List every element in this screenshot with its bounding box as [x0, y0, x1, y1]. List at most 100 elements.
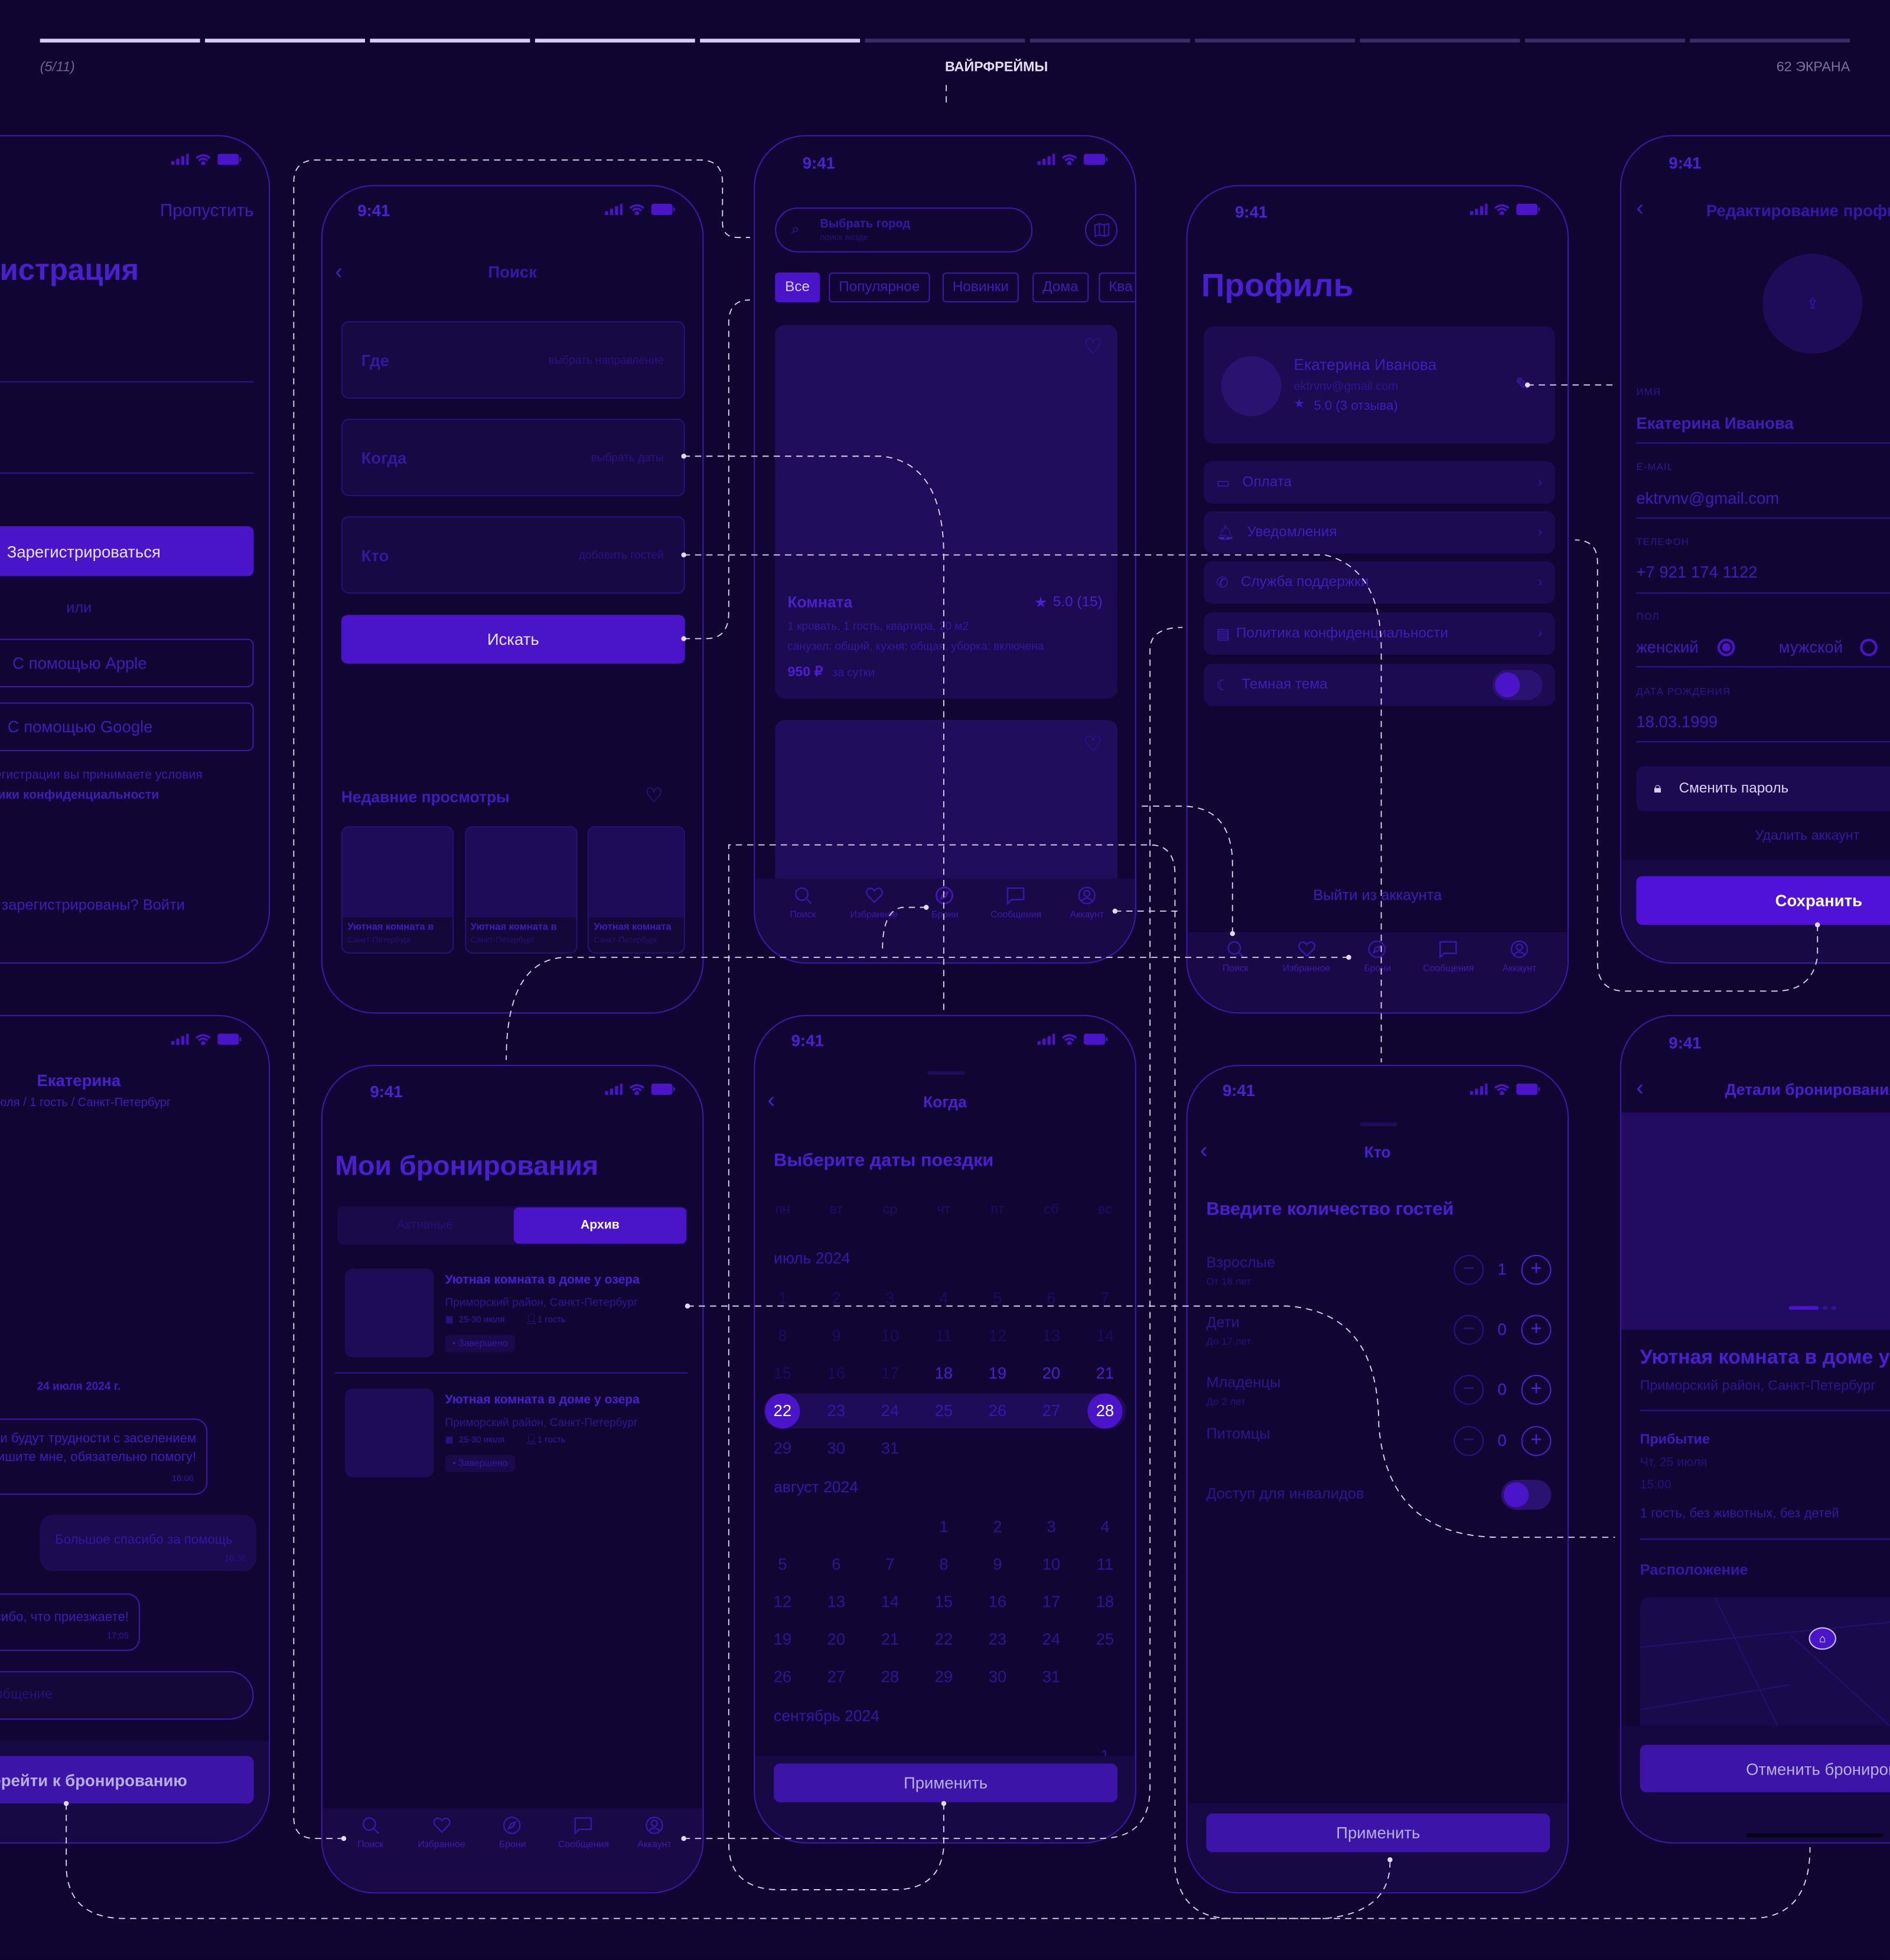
calendar-day[interactable]: 23	[988, 1629, 1007, 1649]
where-field[interactable]: Где выбрать направление	[341, 321, 685, 399]
plus-button[interactable]: +	[1521, 1254, 1552, 1285]
calendar-day[interactable]: 9	[832, 1326, 841, 1345]
radio-male[interactable]	[1860, 638, 1878, 657]
email-input[interactable]: ektrvnv@gmail.com	[1636, 488, 1780, 508]
minus-button[interactable]: −	[1454, 1375, 1484, 1405]
calendar-day[interactable]: 9	[993, 1554, 1002, 1574]
nav-item-compass[interactable]: Брони	[480, 1816, 545, 1892]
radio-female[interactable]	[1717, 638, 1735, 657]
minus-button[interactable]: −	[1454, 1315, 1484, 1345]
nav-item-search[interactable]: Поиск	[1203, 940, 1268, 1013]
birth-input[interactable]: 18.03.1999	[1636, 712, 1718, 732]
calendar-day[interactable]: 16	[827, 1363, 846, 1382]
nav-item-heart[interactable]: Избранное	[409, 1816, 474, 1892]
back-icon[interactable]: ‹	[1636, 1075, 1644, 1100]
search-button[interactable]: Искать	[341, 615, 685, 664]
calendar-day[interactable]: 27	[1042, 1401, 1061, 1420]
register-button[interactable]: Зарегистрироваться	[0, 526, 254, 576]
calendar-day[interactable]: 22	[934, 1629, 953, 1649]
calendar-day-selected[interactable]: 22	[765, 1393, 800, 1429]
calendar-day[interactable]: 11	[935, 1326, 953, 1345]
calendar-day[interactable]: 14	[1096, 1326, 1115, 1345]
calendar-day[interactable]: 27	[827, 1667, 846, 1687]
menu-payment[interactable]: ▭ Оплата ›	[1204, 461, 1555, 504]
calendar-day[interactable]: 17	[1042, 1592, 1061, 1612]
favorite-icon[interactable]: ♡	[1083, 335, 1103, 359]
calendar-day[interactable]: 5	[778, 1554, 787, 1574]
location-map[interactable]: ⌂	[1640, 1597, 1890, 1726]
cancel-booking-button[interactable]: Отменить бронирование	[1640, 1744, 1890, 1792]
calendar-day[interactable]: 4	[939, 1289, 949, 1307]
calendar-day[interactable]: 20	[1042, 1363, 1061, 1382]
category-chip[interactable]: Популярное	[829, 272, 930, 303]
recent-card[interactable]: Уютная комната в Санкт-Петербург	[464, 826, 577, 954]
nav-item-user[interactable]: Аккаунт	[622, 1816, 687, 1892]
tab-active[interactable]: Активные	[397, 1218, 454, 1232]
google-signin-button[interactable]: С помощью Google	[0, 702, 254, 751]
sheet-handle[interactable]	[927, 1071, 965, 1075]
photo-gallery[interactable]	[1621, 1112, 1890, 1330]
calendar-day[interactable]: 13	[1042, 1326, 1061, 1345]
calendar-day[interactable]: 16	[988, 1592, 1007, 1612]
nav-item-heart[interactable]: Избранное	[842, 886, 907, 963]
booking-item[interactable]: Уютная комната в доме у озера Приморский …	[322, 1268, 702, 1368]
nav-item-chat[interactable]: Сообщения	[983, 886, 1048, 963]
calendar-day[interactable]: 31	[1042, 1667, 1061, 1687]
recent-card[interactable]: Уютная комната Санкт-Петербург	[587, 826, 685, 954]
minus-button[interactable]: −	[1454, 1254, 1484, 1285]
message-input[interactable]: Сообщение	[0, 1671, 254, 1720]
calendar-day[interactable]: 18	[1096, 1592, 1115, 1612]
calendar-day[interactable]: 25	[1096, 1629, 1115, 1649]
map-button[interactable]	[1085, 213, 1118, 246]
calendar-day[interactable]: 18	[934, 1363, 953, 1382]
listing-card[interactable]: ♡ Комната ★ 5.0 (15) 1 кровать, 1 гость,…	[775, 325, 1118, 699]
calendar-day[interactable]: 23	[827, 1401, 846, 1420]
calendar-day[interactable]: 30	[988, 1667, 1007, 1687]
calendar-day[interactable]: 19	[773, 1629, 792, 1649]
calendar-day[interactable]: 6	[832, 1554, 841, 1574]
favorite-icon[interactable]: ♡	[1083, 732, 1103, 756]
calendar-day[interactable]: 8	[939, 1554, 949, 1574]
calendar-day[interactable]: 10	[881, 1326, 900, 1345]
home-pin-icon[interactable]: ⌂	[1808, 1627, 1836, 1650]
calendar-day[interactable]: 24	[881, 1401, 900, 1420]
name-input[interactable]: Екатерина Иванова	[1636, 413, 1794, 433]
city-search-input[interactable]: ⌕ Выбрать город поиск везде	[775, 207, 1033, 253]
nav-item-search[interactable]: Поиск	[771, 886, 836, 963]
calendar-day[interactable]: 21	[881, 1629, 900, 1649]
calendar-day[interactable]: 17	[881, 1363, 900, 1382]
heart-icon[interactable]: ♡	[645, 786, 663, 808]
calendar-day[interactable]: 2	[993, 1517, 1002, 1537]
category-chip[interactable]: Дома	[1032, 272, 1089, 303]
menu-notifications[interactable]: 🔔︎ Уведомления ›	[1204, 511, 1555, 554]
input-line[interactable]	[0, 472, 254, 474]
calendar-day[interactable]: 11	[1096, 1554, 1114, 1574]
minus-button[interactable]: −	[1454, 1426, 1484, 1456]
dark-theme-toggle[interactable]	[1492, 670, 1543, 700]
calendar-day[interactable]: 26	[988, 1401, 1007, 1420]
nav-item-search[interactable]: Поиск	[338, 1816, 403, 1892]
calendar-day[interactable]: 3	[885, 1289, 895, 1307]
calendar-day[interactable]: 4	[1100, 1517, 1110, 1537]
calendar-day[interactable]: 20	[827, 1629, 846, 1649]
category-chip[interactable]: Ква	[1099, 272, 1135, 303]
calendar-day[interactable]: 12	[773, 1592, 792, 1612]
nav-item-heart[interactable]: Избранное	[1274, 940, 1339, 1013]
plus-button[interactable]: +	[1521, 1426, 1552, 1456]
category-chip[interactable]: Новинки	[942, 272, 1019, 303]
sheet-handle[interactable]	[1360, 1122, 1398, 1126]
calendar-day[interactable]: 7	[1100, 1289, 1110, 1307]
nav-item-user[interactable]: Аккаунт	[1487, 940, 1552, 1013]
edit-icon[interactable]: ✎	[1515, 373, 1530, 394]
calendar-day-selected[interactable]: 28	[1087, 1393, 1123, 1429]
calendar-day[interactable]: 2	[832, 1289, 841, 1307]
apply-button[interactable]: Применить	[774, 1763, 1118, 1802]
calendar-day[interactable]: 15	[934, 1592, 953, 1612]
plus-button[interactable]: +	[1521, 1375, 1552, 1405]
calendar-day[interactable]: 3	[1047, 1517, 1056, 1537]
calendar-day[interactable]: 21	[1096, 1363, 1115, 1382]
plus-button[interactable]: +	[1521, 1315, 1552, 1345]
calendar-day[interactable]: 24	[1042, 1629, 1061, 1649]
logout-link[interactable]: Выйти из аккаунта	[1313, 886, 1442, 904]
calendar-day[interactable]: 1	[778, 1289, 787, 1307]
